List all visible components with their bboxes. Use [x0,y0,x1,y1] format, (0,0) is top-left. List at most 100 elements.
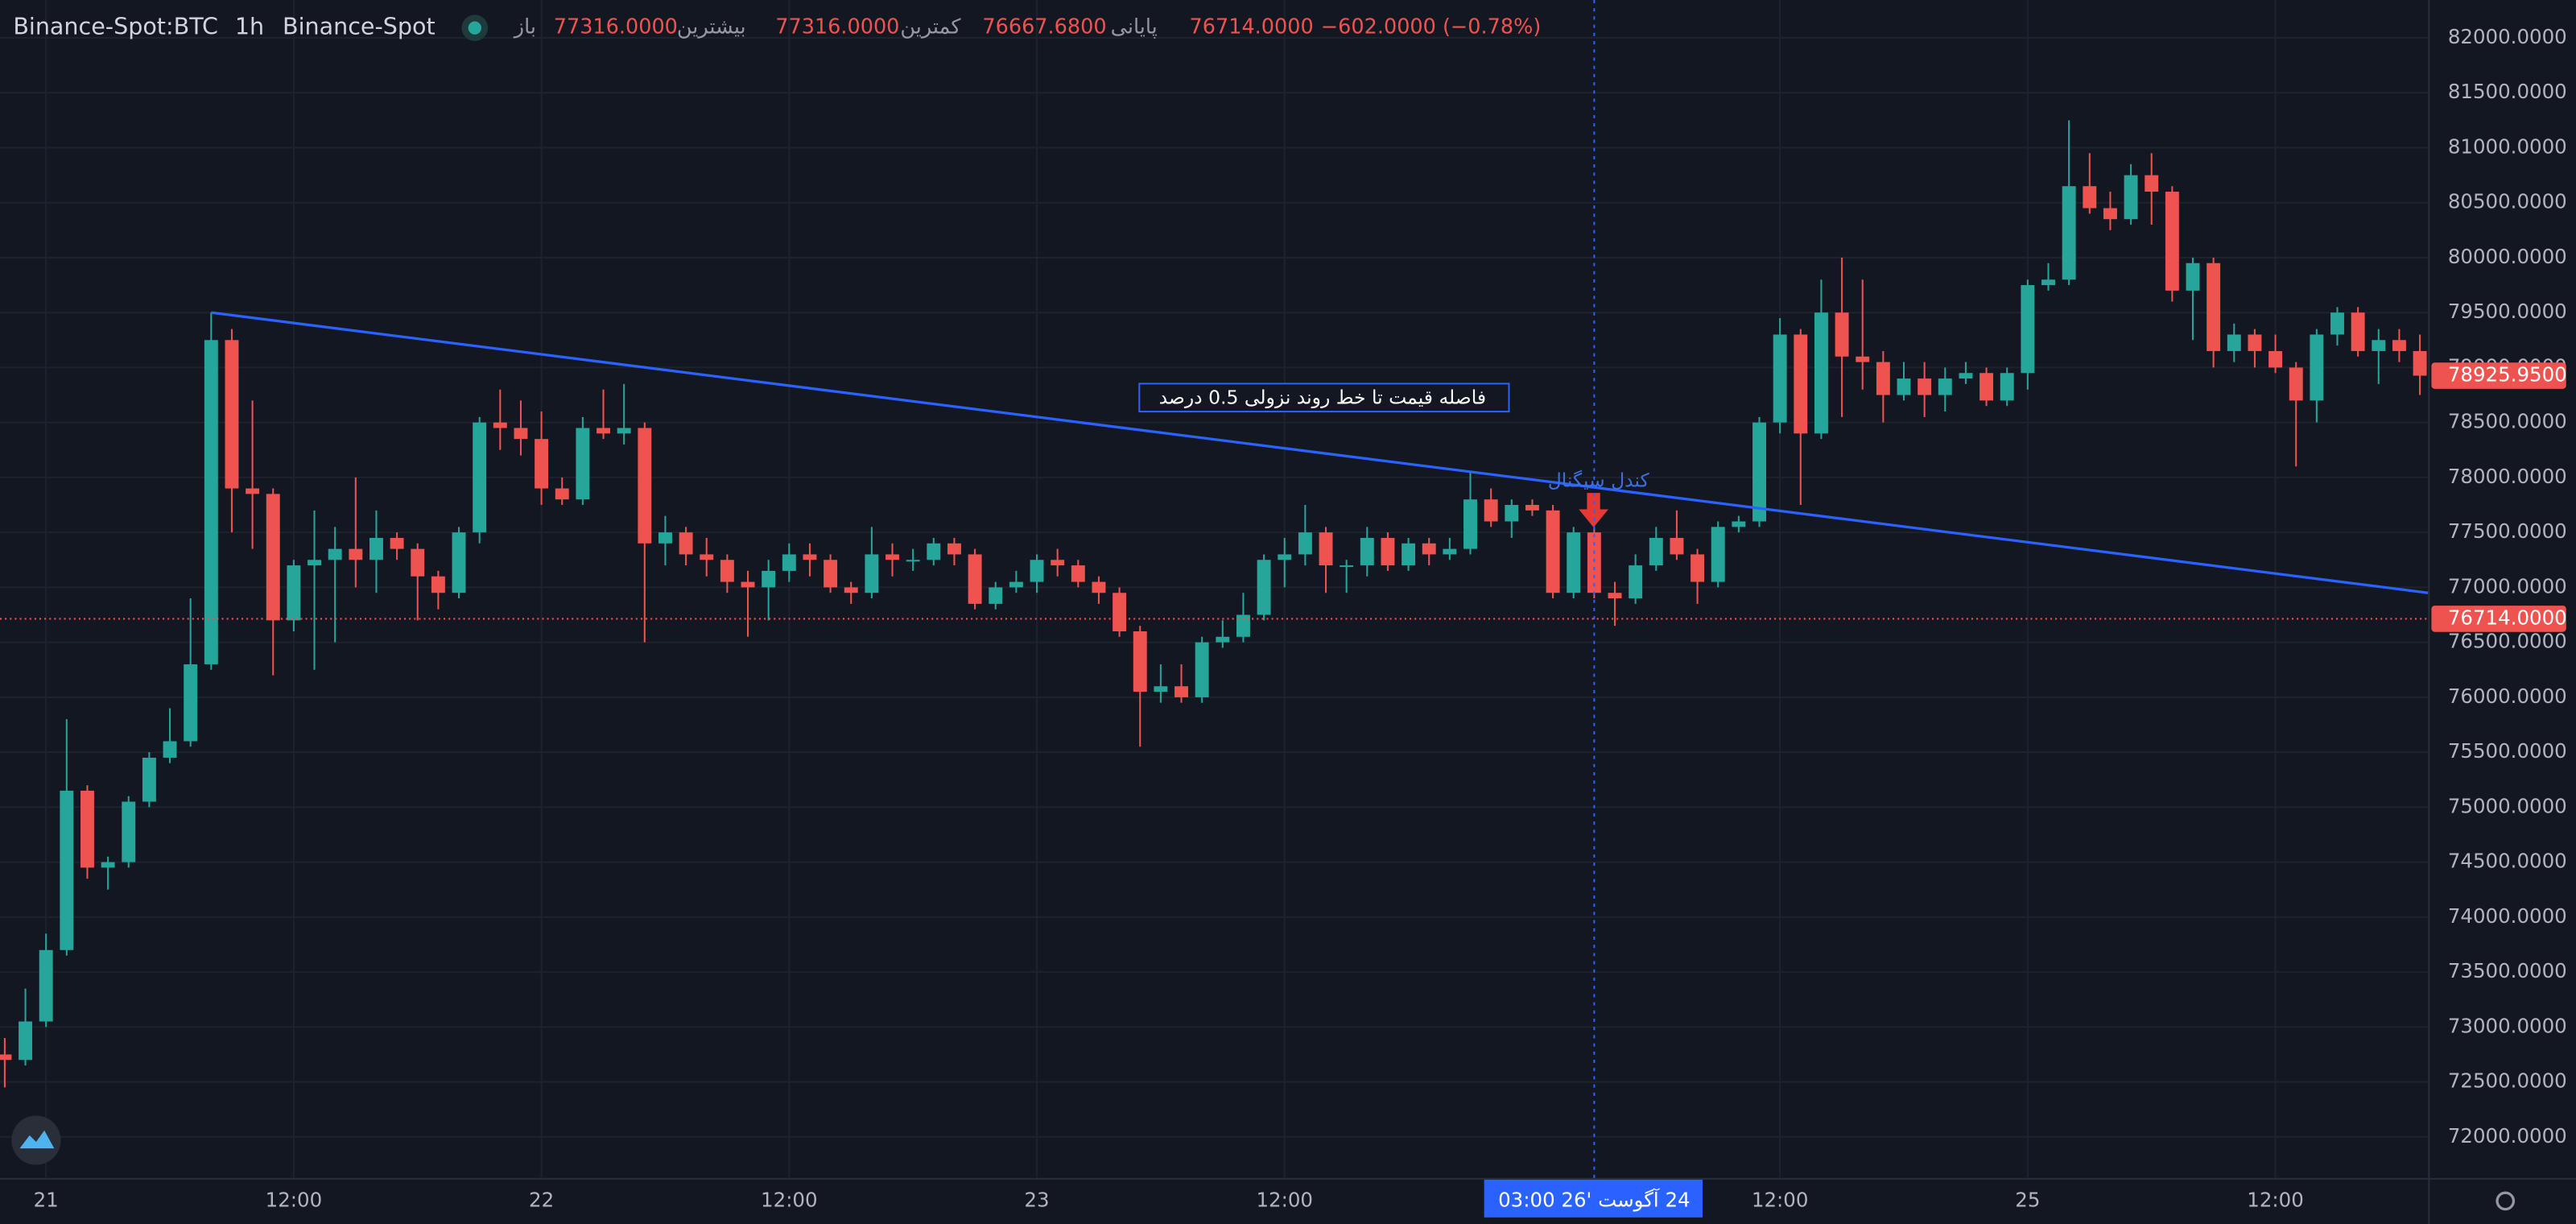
candle-body [2392,340,2406,351]
candle-body [1979,373,1994,401]
candle-body [1773,334,1787,423]
candle-body [2145,175,2159,192]
signal-label: کندل سیگنال [1548,469,1650,491]
y-tick-label: 81500.0000 [2448,80,2567,103]
candle-body [947,543,961,555]
candle-body [411,548,425,577]
candle-body [163,741,177,758]
y-tick-label: 77500.0000 [2448,519,2567,543]
y-tick-label: 72500.0000 [2448,1069,2567,1093]
candle-body [1236,614,1250,637]
price-label-box [2431,606,2566,632]
logo[interactable] [11,1115,61,1165]
candle-body [1835,312,1849,357]
candle-body [2000,373,2014,401]
y-tick-label: 74500.0000 [2448,850,2567,873]
candle-body [1092,581,1106,593]
candle-body [1298,532,1312,555]
candle-body [1794,334,1808,434]
candle-body [597,428,610,434]
candle-body [493,422,507,428]
candle-body [968,554,982,604]
y-tick-label: 77000.0000 [2448,574,2567,598]
candle-body [1918,378,1932,395]
x-tick-label: 12:00 [266,1188,323,1211]
candle-body [1959,373,1973,379]
candle-body [927,543,941,560]
candle-body [1360,537,1374,566]
candle-body [1690,554,1705,582]
candle-body [1587,532,1601,593]
low-value: 76667.6800 [982,15,1106,39]
x-tick-label: 25 [2015,1188,2040,1211]
open-value: 77316.0000 [554,15,678,39]
candle-body [308,560,321,566]
exchange: Binance-Spot [283,13,436,40]
candle-body [1030,560,1044,582]
candle-body [720,560,734,582]
candle-body [390,537,404,549]
candle-body [782,554,796,571]
candle-body [535,439,549,489]
candle-body [2227,334,2241,351]
candle-body [2268,350,2283,368]
y-tick-label: 75500.0000 [2448,739,2567,763]
candle-body [1154,686,1168,693]
low-label: کمترین [900,15,961,39]
y-tick-label: 74000.0000 [2448,904,2567,928]
plot-area [0,120,2429,1088]
interval[interactable]: 1h [235,13,264,40]
crosshair-label-box [1484,1179,1703,1218]
candle-body [1897,378,1911,395]
candle-body [142,757,156,802]
candle-body [1113,593,1127,631]
candle-body [2062,186,2076,280]
x-tick-label: 22 [529,1188,554,1211]
candle-body [1051,560,1065,566]
candle-body [617,428,631,434]
status-dot [468,21,481,35]
candle-body [1340,565,1354,568]
candle-body [2021,285,2035,374]
candle-body [1752,422,1766,522]
x-tick-label: 21 [34,1188,59,1211]
candle-body [1711,527,1725,582]
candle-body [2372,340,2386,351]
y-tick-label: 76500.0000 [2448,630,2567,653]
candle-body [824,560,838,588]
candle-body [2248,334,2262,351]
candle-body [2165,192,2179,291]
candle-body [658,532,672,544]
candle-body [576,428,590,500]
candle-body [1402,543,1416,566]
candle-body [1009,581,1023,588]
candle-body [1814,312,1828,434]
settings-icon[interactable] [2496,1191,2516,1211]
candle-body [2041,279,2055,286]
candle-body [452,532,466,593]
candle-body [1484,499,1498,522]
y-tick-label: 73000.0000 [2448,1014,2567,1037]
candle-body [1133,631,1147,693]
candle-body [679,532,693,555]
candle-body [1567,532,1581,593]
annotation-box[interactable] [1138,382,1510,413]
candle-body [369,537,383,560]
candle-body [514,428,528,440]
candle-body [266,494,280,621]
crosshair-label: 24 آگوست '26 03:00 [1498,1188,1690,1211]
x-tick-label: 12:00 [1256,1188,1313,1211]
candle-body [1505,505,1519,522]
candle-body [1174,686,1188,697]
candle-body [2310,334,2324,401]
candle-body [431,576,445,593]
y-tick-label: 72000.0000 [2448,1124,2567,1148]
candle-body [328,548,342,560]
y-tick-label: 75000.0000 [2448,794,2567,817]
candle-body [184,664,198,742]
candle-body [989,587,1003,604]
candle-body [844,587,858,593]
candle-body [741,581,755,588]
